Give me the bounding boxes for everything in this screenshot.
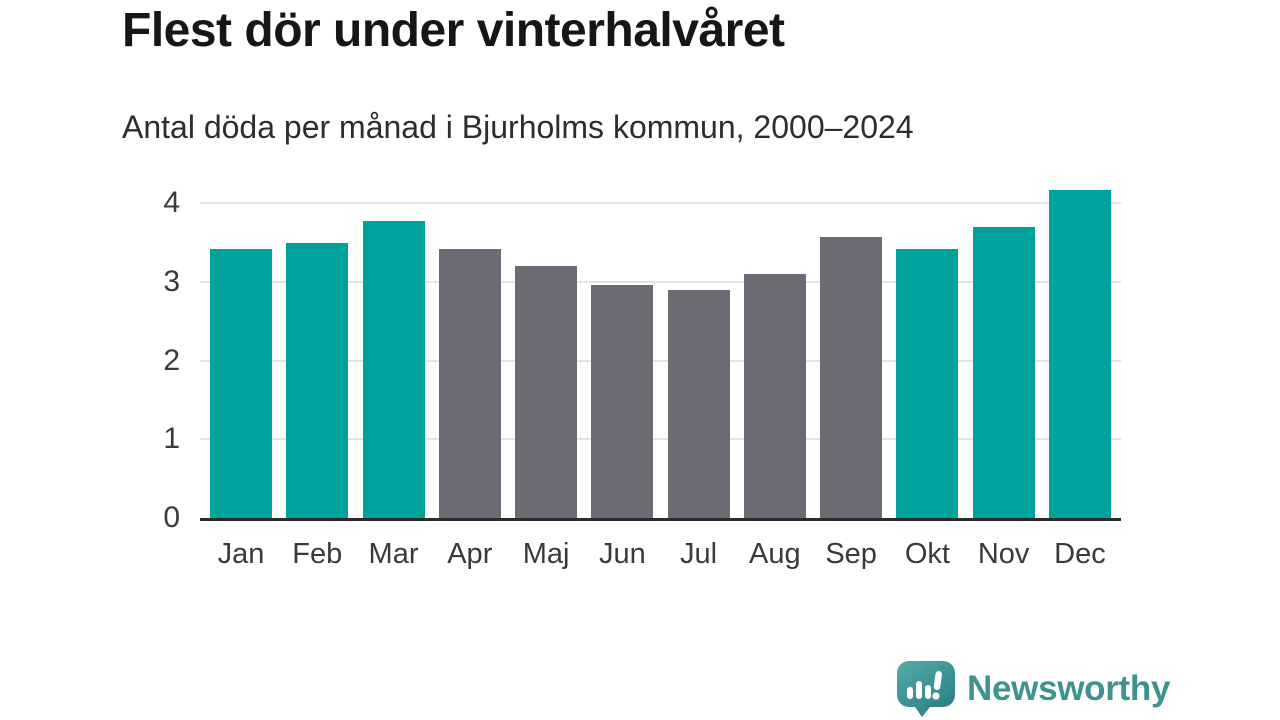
- gridline-y-2: [200, 359, 1121, 362]
- x-tick-label-jun: Jun: [598, 538, 646, 570]
- bar-jun: [591, 284, 654, 518]
- x-tick-label-jan: Jan: [217, 538, 265, 570]
- plot-area: Jan Feb Mar Apr Maj Jun Jul Aug Sep Okt Nov Dec 0 1 2…: [163, 186, 1121, 570]
- x-tick-label-dec: Dec: [1054, 538, 1106, 570]
- y-tick-label-4: 4: [163, 186, 180, 219]
- bar-sep: [820, 236, 883, 518]
- bar-aug: [743, 273, 806, 518]
- bar-nov: [972, 226, 1035, 518]
- y-tick-label-3: 3: [163, 264, 180, 298]
- x-tick-label-maj: Maj: [522, 538, 570, 570]
- gridline-y-3: [200, 280, 1121, 283]
- x-tick-label-jul: Jul: [680, 538, 718, 570]
- x-tick-label-apr: Apr: [447, 538, 493, 570]
- gridline-y-1: [200, 438, 1121, 441]
- y-tick-label-0: 0: [163, 501, 180, 534]
- x-axis-labels: Jan Feb Mar Apr Maj Jun Jul Aug Sep Okt Nov Dec: [210, 538, 1111, 570]
- x-tick-label-aug: Aug: [749, 538, 801, 570]
- brand-name: Newsworthy: [967, 669, 1171, 708]
- x-tick-label-feb: Feb: [292, 538, 343, 570]
- x-tick-label-nov: Nov: [977, 538, 1030, 570]
- x-tick-label-sep: Sep: [825, 538, 877, 570]
- y-tick-label-1: 1: [163, 422, 180, 456]
- gridline-y-4: [200, 202, 1121, 204]
- logo-exclamation-glyph: [932, 671, 943, 700]
- bar-dec: [1048, 189, 1111, 518]
- bar-jan: [210, 249, 272, 518]
- logo-bar-chart-glyph: [907, 671, 943, 700]
- bars-container: [210, 186, 1111, 518]
- bar-maj: [515, 266, 578, 518]
- bar-apr: [438, 249, 501, 518]
- x-tick-label-okt: Okt: [904, 538, 950, 570]
- newsworthy-branding: Newsworthy: [897, 661, 1170, 717]
- chart-subtitle: Antal döda per månad i Bjurholms kommun,…: [122, 109, 914, 145]
- chart-title: Flest dör under vinterhalvåret: [122, 4, 785, 57]
- newsworthy-logo-icon: [897, 661, 955, 717]
- y-tick-label-2: 2: [163, 343, 180, 377]
- bar-jul: [667, 290, 730, 518]
- bar-feb: [286, 243, 349, 518]
- bar-mar: [362, 221, 425, 518]
- bar-okt: [896, 249, 959, 518]
- x-tick-label-mar: Mar: [368, 538, 419, 570]
